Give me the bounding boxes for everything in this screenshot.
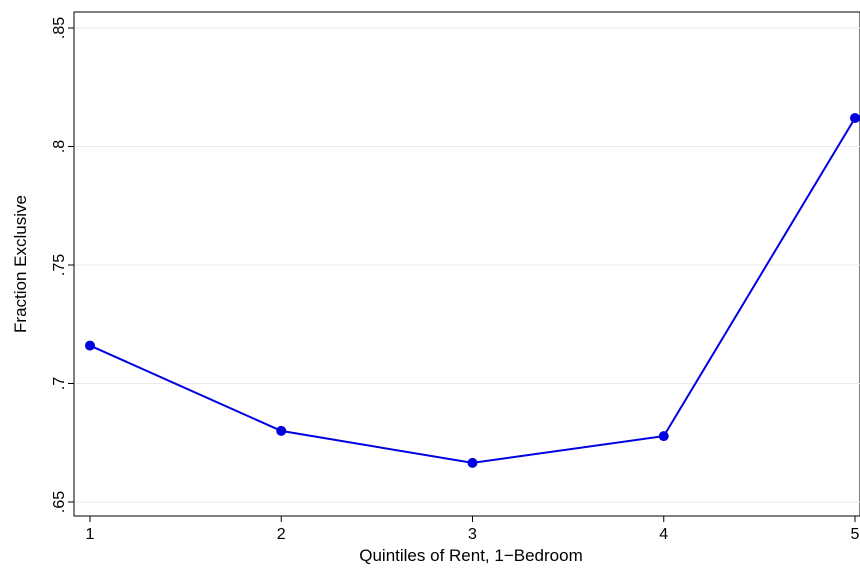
series-layer bbox=[85, 113, 860, 468]
data-point bbox=[276, 425, 287, 436]
plot-area bbox=[73, 11, 860, 517]
data-point bbox=[85, 340, 95, 351]
data-point bbox=[467, 457, 478, 468]
x-tick-label: 4 bbox=[659, 526, 668, 543]
data-point bbox=[850, 113, 860, 124]
x-tick-label: 3 bbox=[468, 526, 477, 543]
x-tick-label: 1 bbox=[86, 526, 95, 543]
y-tick-label: .65 bbox=[51, 491, 68, 513]
x-tick-label: 2 bbox=[277, 526, 286, 543]
y-tick-label: .8 bbox=[51, 140, 68, 153]
y-axis-title: Fraction Exclusive bbox=[11, 195, 30, 333]
x-tick-label: 5 bbox=[851, 526, 860, 543]
x-axis: 1 2 3 4 5 bbox=[86, 516, 860, 543]
y-tick-label: .7 bbox=[51, 377, 68, 390]
y-axis: .65 .7 .75 .8 .85 bbox=[51, 17, 74, 513]
gridlines bbox=[75, 27, 860, 503]
x-axis-title: Quintiles of Rent, 1−Bedroom bbox=[359, 546, 582, 565]
y-tick-label: .85 bbox=[51, 17, 68, 39]
data-point bbox=[658, 431, 669, 442]
y-tick-label: .75 bbox=[51, 254, 68, 276]
